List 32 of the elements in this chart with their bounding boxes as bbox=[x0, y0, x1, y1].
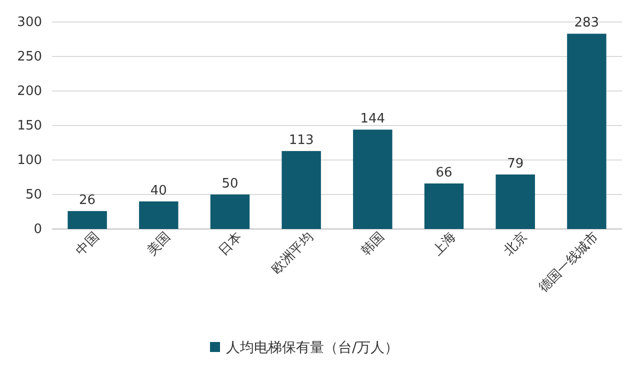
data-label: 283 bbox=[574, 16, 600, 31]
y-tick-label: 300 bbox=[17, 15, 42, 30]
data-label: 113 bbox=[288, 133, 314, 148]
y-tick-label: 100 bbox=[17, 153, 42, 168]
data-label: 144 bbox=[360, 112, 386, 127]
data-label: 79 bbox=[507, 156, 524, 172]
y-tick-label: 50 bbox=[25, 188, 42, 203]
x-tick-label: 上海 bbox=[430, 230, 460, 259]
y-tick-label: 150 bbox=[17, 118, 42, 134]
data-label: 50 bbox=[222, 176, 238, 192]
bar bbox=[496, 174, 535, 229]
bar bbox=[210, 194, 250, 229]
data-label: 26 bbox=[79, 193, 96, 208]
x-tick-label: 北京 bbox=[501, 230, 530, 259]
legend-label: 人均电梯保有量（台/万人） bbox=[226, 340, 399, 356]
y-tick-label: 200 bbox=[17, 84, 42, 100]
y-tick-label: 250 bbox=[17, 50, 42, 65]
bar bbox=[68, 211, 107, 229]
x-tick-label: 韩国 bbox=[358, 230, 388, 259]
x-tick-label: 德国一线城市 bbox=[536, 230, 602, 296]
data-label: 40 bbox=[150, 183, 167, 198]
data-label: 66 bbox=[436, 165, 452, 180]
x-tick-label: 中国 bbox=[73, 230, 102, 259]
bar bbox=[567, 34, 606, 229]
bar bbox=[353, 130, 392, 229]
x-tick-label: 欧洲平均 bbox=[269, 230, 316, 278]
x-tick-label: 美国 bbox=[144, 229, 174, 259]
bar bbox=[424, 183, 464, 229]
bar bbox=[139, 201, 178, 229]
x-tick-label: 日本 bbox=[216, 230, 246, 259]
bar bbox=[282, 151, 321, 229]
y-tick-label: 0 bbox=[34, 222, 42, 238]
